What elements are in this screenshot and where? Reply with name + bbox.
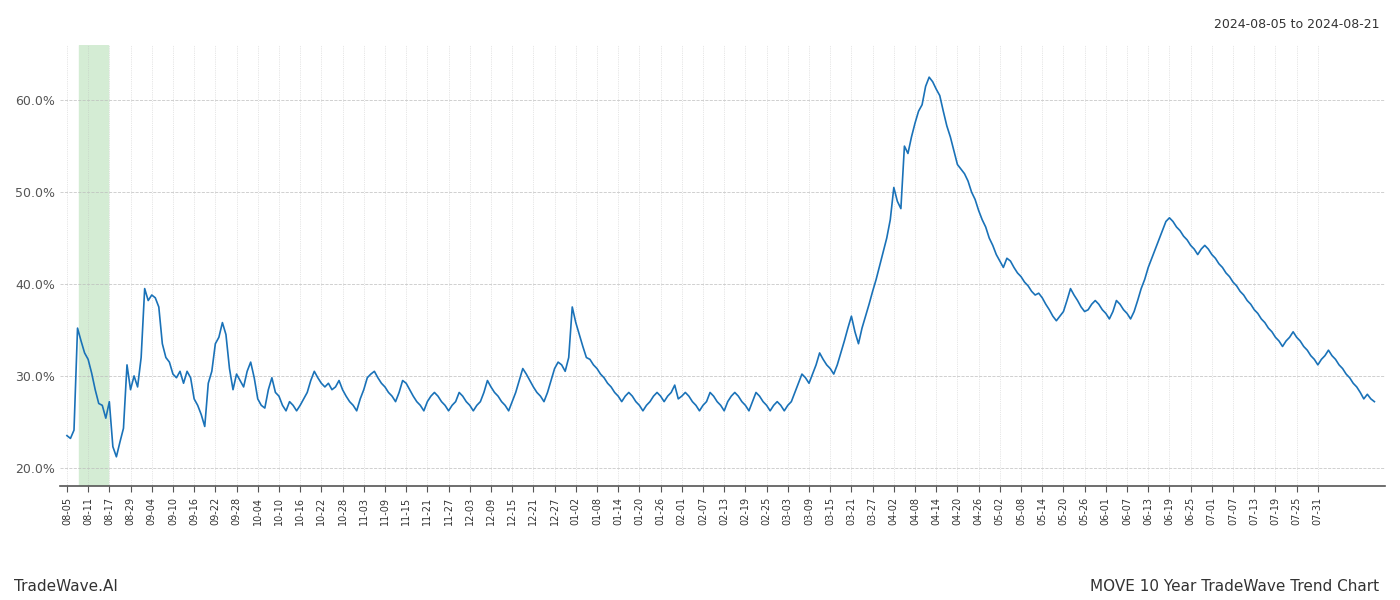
Text: 2024-08-05 to 2024-08-21: 2024-08-05 to 2024-08-21 xyxy=(1214,18,1379,31)
Bar xyxy=(80,45,108,486)
Text: TradeWave.AI: TradeWave.AI xyxy=(14,579,118,594)
Text: MOVE 10 Year TradeWave Trend Chart: MOVE 10 Year TradeWave Trend Chart xyxy=(1089,579,1379,594)
